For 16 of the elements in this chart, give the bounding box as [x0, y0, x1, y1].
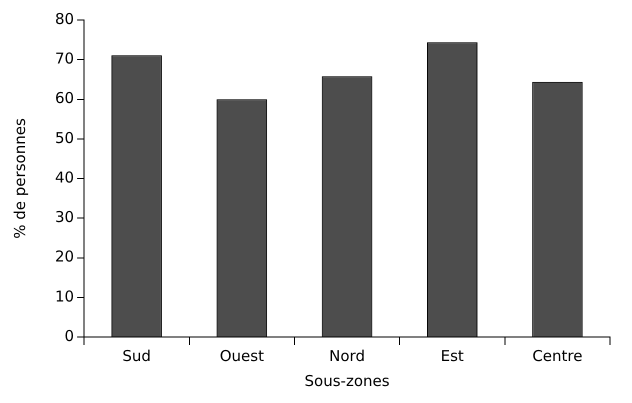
y-tick-label: 50 — [54, 128, 74, 147]
x-tick-label: Ouest — [220, 346, 264, 365]
y-tick-label: 0 — [64, 326, 74, 345]
y-tick-label: 60 — [54, 89, 74, 108]
y-tick-label: 70 — [54, 50, 74, 68]
x-axis-title: Sous-zones — [304, 372, 390, 390]
y-tick-label: 30 — [54, 208, 74, 226]
y-axis-title: % de personnes — [10, 118, 29, 239]
x-tick-label: Nord — [329, 346, 365, 365]
y-tick-label: 80 — [54, 10, 74, 28]
x-tick-label: Centre — [532, 346, 582, 365]
y-tick-label: 10 — [54, 287, 74, 306]
x-tick-label: Est — [440, 346, 464, 365]
y-tick-label: 20 — [54, 248, 74, 266]
x-tick-label: Sud — [122, 346, 151, 365]
y-tick-label: 40 — [54, 168, 74, 186]
